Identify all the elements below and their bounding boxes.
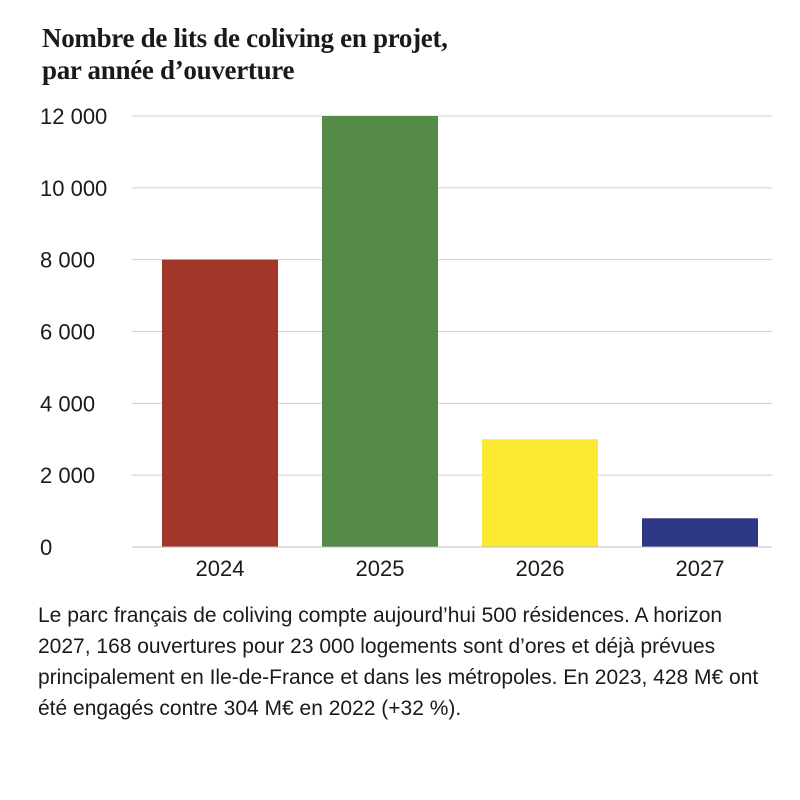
chart-title: Nombre de lits de coliving en projet, pa… xyxy=(42,22,742,86)
y-tick-label: 4 000 xyxy=(40,391,95,416)
chart-title-line-2: par année d’ouverture xyxy=(42,55,295,85)
bar-2026 xyxy=(482,439,598,547)
bar-2025 xyxy=(322,116,438,547)
y-tick-label: 8 000 xyxy=(40,248,95,273)
bar-2024 xyxy=(162,259,278,547)
bar-2027 xyxy=(642,518,758,547)
y-tick-label: 6 000 xyxy=(40,320,95,345)
x-tick-label: 2025 xyxy=(356,556,405,581)
x-tick-label: 2024 xyxy=(196,556,245,581)
y-tick-label: 10 000 xyxy=(40,176,107,201)
y-tick-label: 2 000 xyxy=(40,463,95,488)
x-tick-label: 2026 xyxy=(516,556,565,581)
bars xyxy=(162,116,758,547)
chart-caption: Le parc français de coliving compte aujo… xyxy=(38,604,759,720)
chart-title-line-1: Nombre de lits de coliving en projet, xyxy=(42,23,448,53)
x-tick-labels: 2024 2025 2026 2027 xyxy=(196,556,725,581)
y-tick-label: 0 xyxy=(40,535,52,560)
x-tick-label: 2027 xyxy=(676,556,725,581)
y-tick-labels: 0 2 000 4 000 6 000 8 000 10 000 12 000 xyxy=(40,104,107,560)
y-tick-label: 12 000 xyxy=(40,104,107,129)
